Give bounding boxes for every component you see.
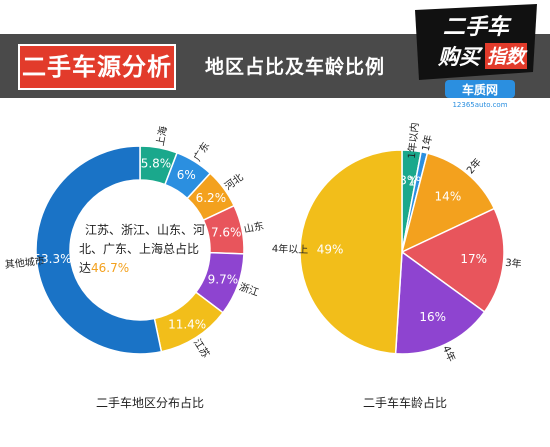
region-category-label-0: 上海: [153, 125, 169, 147]
age-slice-4: [394, 250, 486, 355]
center-value: 46.7%: [91, 261, 129, 275]
age-category-label-5: 4年以上: [272, 242, 309, 256]
center-label-line3: 达46.7%: [79, 261, 129, 275]
age-category-label-0: 1年以内: [405, 122, 421, 159]
region-category-label-2: 河北: [222, 171, 245, 193]
logo-badge-bg: [445, 80, 515, 98]
region-category-label-4: 浙江: [237, 281, 260, 299]
brand-logo: 二手车 购买 指数 车质网 12365auto.com: [415, 4, 537, 109]
page-title: 二手车源分析: [18, 44, 176, 90]
region-donut-chart: 5.8%上海6%广东6.2%河北7.6% 山东9.7%浙江11.4%江苏53.3%…: [4, 125, 265, 360]
region-value-label-1: 6%: [177, 168, 196, 182]
page-subtitle: 地区占比及车龄比例: [205, 56, 386, 78]
age-category-label-1: 1年: [419, 133, 435, 152]
logo-accent-box: [485, 43, 527, 69]
region-category-label-3: 山东: [243, 219, 265, 236]
age-chart-caption: 二手车车龄占比: [363, 395, 447, 410]
logo-line1: 二手车: [443, 14, 512, 40]
donut-center-label: 江苏、浙江、山东、河 北、广东、上海总占比 达46.7%: [79, 223, 205, 275]
logo-line2b: 指数: [487, 46, 528, 68]
center-label-line2: 北、广东、上海总占比: [79, 241, 199, 256]
region-value-label-4: 9.7%: [208, 273, 239, 287]
age-category-label-3: 3年: [505, 256, 523, 270]
age-slice-3: [400, 207, 505, 314]
age-category-label-4: 4年: [440, 343, 459, 363]
region-category-label-6: 其他城市: [4, 254, 45, 271]
age-value-label-0: 3%: [399, 173, 418, 187]
region-value-label-2: 6.2%: [196, 191, 227, 205]
center-label-line1: 江苏、浙江、山东、河: [85, 223, 205, 237]
region-value-label-5: 11.4%: [168, 317, 206, 331]
region-value-label-6: 53.3%: [33, 252, 71, 266]
center-label-prefix: 达: [79, 261, 91, 275]
region-chart-caption: 二手车地区分布占比: [96, 395, 204, 410]
region-value-label-3: 7.6%: [211, 225, 242, 239]
age-value-label-2: 14%: [435, 190, 462, 204]
region-value-label-0: 5.8%: [141, 156, 172, 170]
age-slice-5: [299, 149, 403, 355]
region-category-label-1: 广东: [191, 140, 213, 164]
logo-line2a: 购买: [437, 45, 484, 69]
age-value-label-4: 16%: [419, 310, 446, 324]
logo-url: 12365auto.com: [452, 101, 507, 109]
logo-badge: 车质网: [462, 82, 498, 97]
age-value-label-3: 17%: [460, 252, 487, 266]
age-value-label-5: 49%: [317, 243, 344, 257]
region-slice-6: [35, 145, 163, 355]
age-slice-2: [400, 152, 496, 254]
